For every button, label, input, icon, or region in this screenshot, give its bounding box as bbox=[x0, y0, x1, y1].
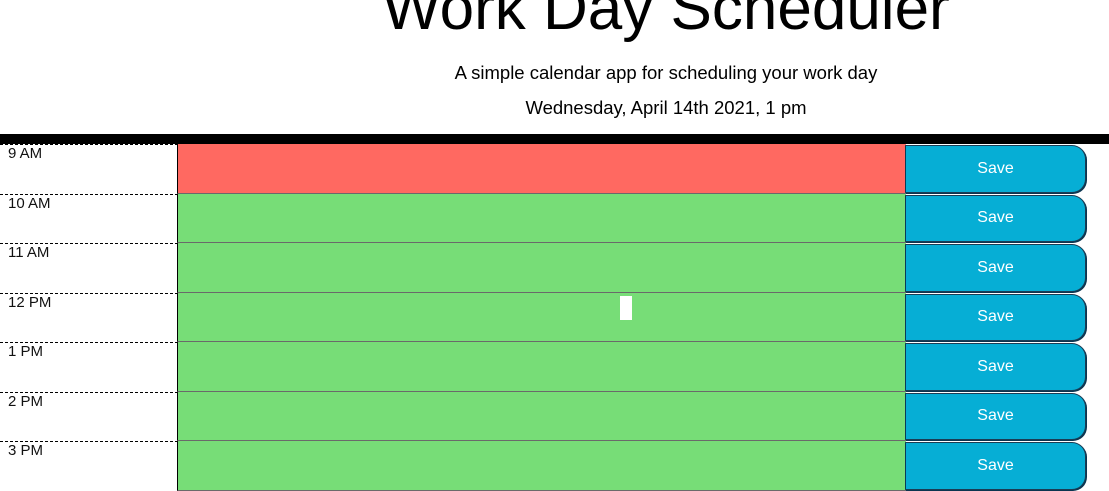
event-input[interactable] bbox=[177, 441, 906, 491]
text-cursor-icon bbox=[620, 296, 632, 320]
schedule: 9 AM Save 10 AM Save 11 AM Save 12 PM Sa… bbox=[0, 144, 1109, 491]
time-block: 2 PM Save bbox=[0, 391, 1109, 442]
hour-label: 9 AM bbox=[0, 144, 178, 194]
hour-label: 3 PM bbox=[0, 441, 178, 491]
event-input[interactable] bbox=[177, 391, 906, 441]
event-input[interactable] bbox=[177, 193, 906, 243]
hour-label: 10 AM bbox=[0, 193, 178, 244]
save-button[interactable]: Save bbox=[905, 392, 1086, 440]
page-subtitle: A simple calendar app for scheduling you… bbox=[454, 62, 878, 83]
event-input[interactable] bbox=[177, 243, 906, 293]
page-title: Work Day Scheduler bbox=[382, 0, 950, 43]
time-block: 12 PM Save bbox=[0, 292, 1109, 343]
time-block: 9 AM Save bbox=[0, 144, 1109, 194]
save-button[interactable]: Save bbox=[905, 293, 1086, 341]
time-block: 11 AM Save bbox=[0, 243, 1109, 293]
time-block: 1 PM Save bbox=[0, 342, 1109, 392]
save-button[interactable]: Save bbox=[905, 194, 1086, 242]
save-button[interactable]: Save bbox=[905, 343, 1086, 391]
hour-label: 11 AM bbox=[0, 243, 178, 293]
hour-label: 1 PM bbox=[0, 342, 178, 392]
event-input[interactable] bbox=[177, 342, 906, 392]
save-button[interactable]: Save bbox=[905, 442, 1086, 490]
hour-label: 2 PM bbox=[0, 391, 178, 442]
time-block: 3 PM Save bbox=[0, 441, 1109, 491]
event-input[interactable] bbox=[177, 144, 906, 194]
hour-label: 12 PM bbox=[0, 292, 178, 343]
time-block: 10 AM Save bbox=[0, 193, 1109, 244]
save-button[interactable]: Save bbox=[905, 145, 1086, 193]
header: Work Day Scheduler A simple calendar app… bbox=[0, 0, 1109, 137]
event-input[interactable] bbox=[177, 292, 906, 342]
header-divider bbox=[0, 134, 1109, 144]
save-button[interactable]: Save bbox=[905, 244, 1086, 292]
current-day: Wednesday, April 14th 2021, 1 pm bbox=[525, 97, 807, 118]
